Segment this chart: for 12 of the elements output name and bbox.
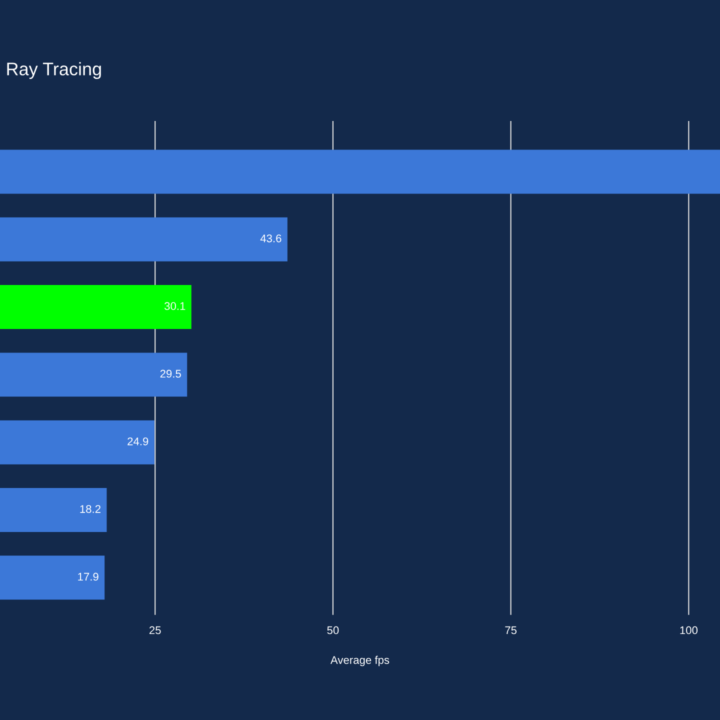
x-tick-label: 25 [149,626,161,634]
chart-title: Ray Tracing [7,62,101,79]
data-label: 30.1 [164,302,186,310]
data-label: 29.5 [160,370,181,378]
data-label: 17.9 [78,572,98,581]
data-label: 18.2 [80,505,100,513]
data-label: 43.6 [260,234,282,242]
x-axis-title: Average fps [330,656,390,666]
data-label: 24.9 [128,437,148,446]
x-tick-label: 75 [505,626,517,634]
x-tick-label: 50 [327,626,339,634]
x-tick-label: 100 [680,626,698,634]
